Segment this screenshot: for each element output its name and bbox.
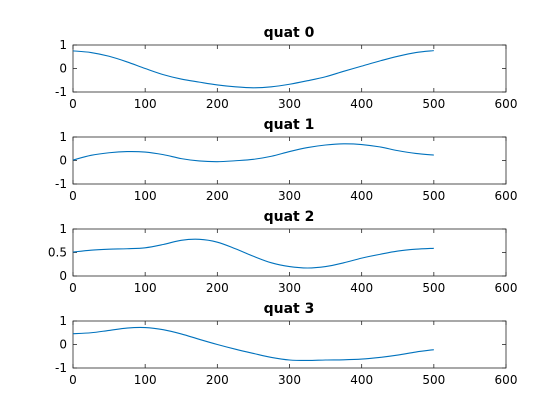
x-tick-label: 500 xyxy=(422,97,445,111)
x-tick-label: 100 xyxy=(134,97,157,111)
axes-box xyxy=(72,228,507,277)
x-tick-label: 0 xyxy=(69,281,77,295)
y-tick-label: 1 xyxy=(59,38,67,52)
ticks-group xyxy=(72,136,507,185)
series-line xyxy=(72,238,434,269)
y-tick-label: -1 xyxy=(55,361,67,375)
x-tick-label: 0 xyxy=(69,189,77,203)
x-tick-label: 400 xyxy=(350,281,373,295)
subplot-quat-0: quat 0 0 100 200 300 400 500 600-101 xyxy=(55,25,517,111)
y-tick-label: 0 xyxy=(59,269,67,283)
x-tick-label: 100 xyxy=(134,373,157,387)
y-tick-label: 1 xyxy=(59,314,67,328)
x-tick-label: 200 xyxy=(206,97,229,111)
x-tick-label: 500 xyxy=(422,373,445,387)
x-tick-label: 0 xyxy=(69,97,77,111)
x-tick-label: 600 xyxy=(495,373,518,387)
x-tick-label: 400 xyxy=(350,97,373,111)
series-line xyxy=(72,326,434,362)
x-tick-label: 200 xyxy=(206,281,229,295)
y-tick-label: 0 xyxy=(59,338,67,352)
tick-labels-group: 0 100 200 300 400 500 600-101 xyxy=(55,130,517,203)
x-tick-label: 600 xyxy=(495,189,518,203)
x-tick-label: 100 xyxy=(134,189,157,203)
series-line xyxy=(72,50,434,89)
subplot-title: quat 1 xyxy=(264,117,315,133)
subplot-quat-2: quat 2 0 100 200 300 400 500 600 0 0.5 1 xyxy=(48,209,518,295)
subplot-title: quat 0 xyxy=(264,25,315,41)
ticks-group xyxy=(72,44,507,93)
y-tick-label: 0.5 xyxy=(48,246,67,260)
tick-labels-group: 0 100 200 300 400 500 600 0 0.5 1 xyxy=(48,222,518,295)
ticks-group xyxy=(72,320,507,369)
x-tick-label: 300 xyxy=(278,373,301,387)
x-tick-label: 200 xyxy=(206,373,229,387)
axes-box xyxy=(72,136,507,185)
y-tick-label: 0 xyxy=(59,154,67,168)
subplot-quat-1: quat 1 0 100 200 300 400 500 600-101 xyxy=(55,117,517,203)
y-tick-label: -1 xyxy=(55,177,67,191)
axes-box xyxy=(72,44,507,93)
x-tick-label: 600 xyxy=(495,281,518,295)
y-tick-label: 1 xyxy=(59,130,67,144)
y-tick-label: 1 xyxy=(59,222,67,236)
ticks-group xyxy=(72,228,507,277)
tick-labels-group: 0 100 200 300 400 500 600-101 xyxy=(55,314,517,387)
x-tick-label: 300 xyxy=(278,97,301,111)
x-tick-label: 500 xyxy=(422,281,445,295)
x-tick-label: 300 xyxy=(278,281,301,295)
x-tick-label: 0 xyxy=(69,373,77,387)
series-line xyxy=(72,143,434,163)
y-tick-label: 0 xyxy=(59,62,67,76)
tick-labels-group: 0 100 200 300 400 500 600-101 xyxy=(55,38,517,111)
subplot-title: quat 2 xyxy=(264,209,315,225)
x-tick-label: 400 xyxy=(350,189,373,203)
subplot-quat-3: quat 3 0 100 200 300 400 500 600-101 xyxy=(55,301,517,387)
x-tick-label: 500 xyxy=(422,189,445,203)
subplot-title: quat 3 xyxy=(264,301,315,317)
x-tick-label: 200 xyxy=(206,189,229,203)
x-tick-label: 400 xyxy=(350,373,373,387)
x-tick-label: 100 xyxy=(134,281,157,295)
x-tick-label: 600 xyxy=(495,97,518,111)
y-tick-label: -1 xyxy=(55,85,67,99)
x-tick-label: 300 xyxy=(278,189,301,203)
